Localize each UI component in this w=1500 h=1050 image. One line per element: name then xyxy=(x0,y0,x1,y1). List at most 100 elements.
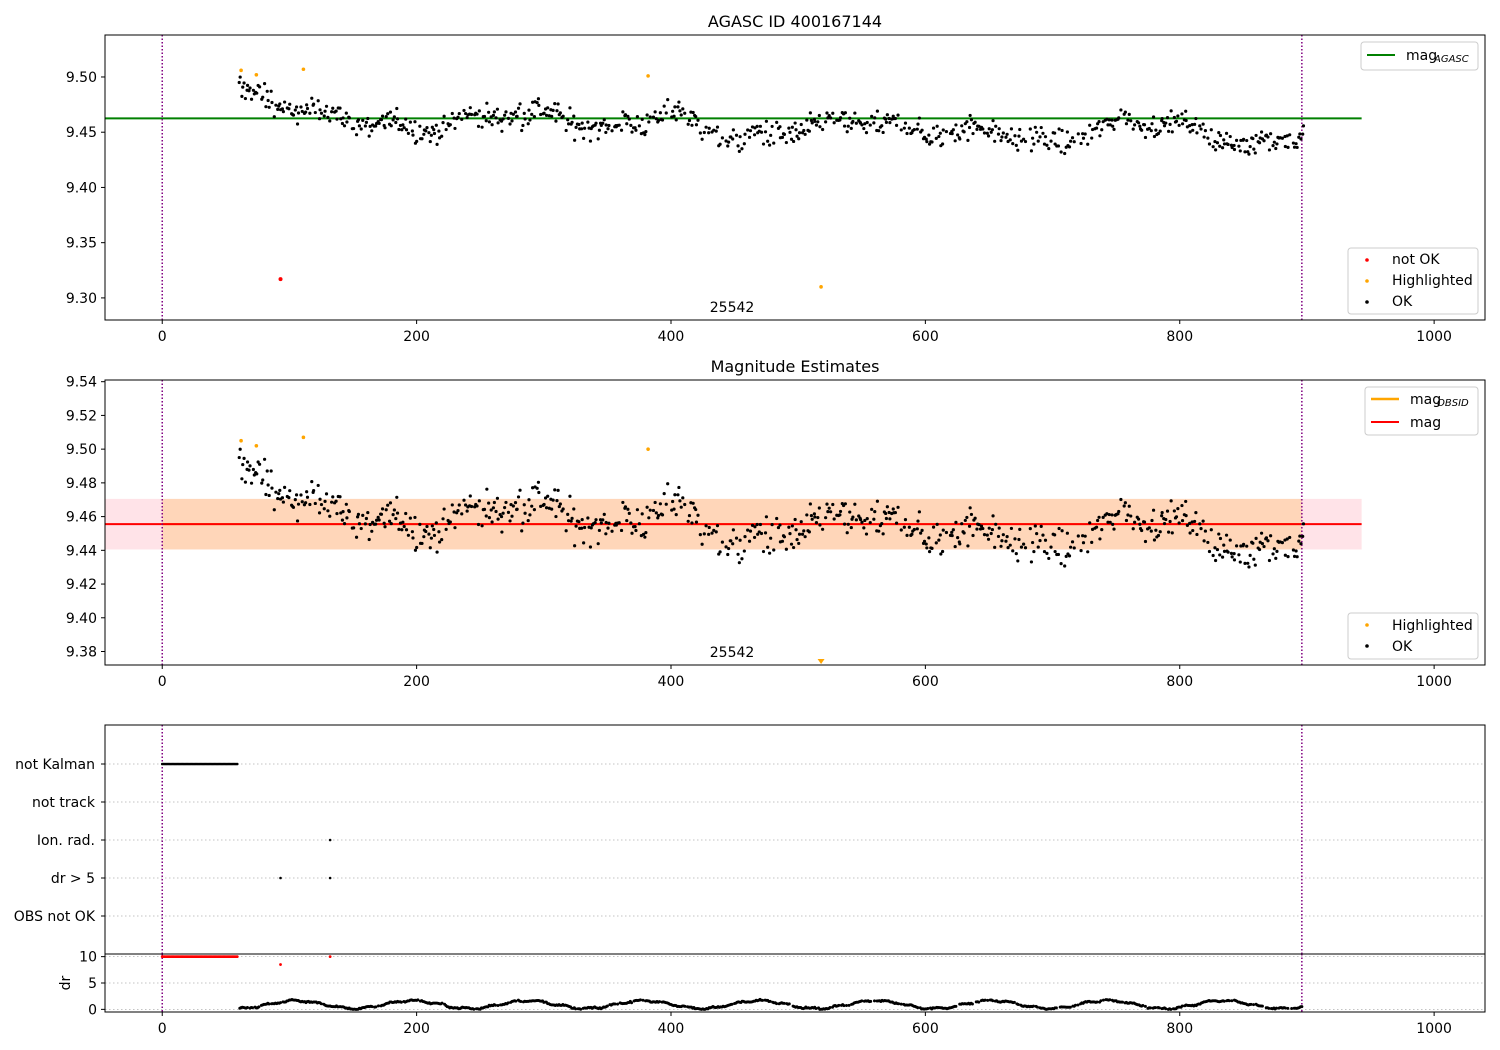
ok-point xyxy=(430,524,434,528)
ok-point xyxy=(1170,130,1174,134)
panel2-title: Magnitude Estimates xyxy=(711,357,880,376)
ok-point xyxy=(1036,545,1040,549)
ok-point xyxy=(1228,538,1232,542)
y-tick-label: 9.54 xyxy=(66,375,97,391)
ok-point xyxy=(1220,146,1225,150)
ok-point xyxy=(1213,139,1217,144)
ok-point xyxy=(1063,564,1067,568)
ok-point xyxy=(927,133,931,137)
ok-point xyxy=(1222,549,1227,553)
ok-point xyxy=(251,467,256,472)
ok-point xyxy=(1059,562,1063,566)
ok-point xyxy=(720,136,725,140)
ok-point xyxy=(258,85,262,89)
ok-point xyxy=(971,131,975,136)
ok-point xyxy=(702,130,706,135)
ok-point xyxy=(429,536,433,540)
ok-point xyxy=(504,110,508,114)
ok-point xyxy=(1285,134,1289,138)
ok-point xyxy=(400,128,404,132)
ok-point xyxy=(950,530,954,534)
ok-point xyxy=(1098,134,1102,138)
ok-point xyxy=(368,124,372,128)
dr-point xyxy=(1222,999,1226,1003)
ok-point xyxy=(1213,558,1218,563)
ok-point xyxy=(331,495,335,499)
ok-point xyxy=(742,549,746,553)
ok-point xyxy=(402,126,406,130)
ok-point xyxy=(395,511,400,515)
ok-point xyxy=(893,116,897,121)
ok-point xyxy=(979,524,984,528)
ok-point xyxy=(736,552,740,556)
ok-point xyxy=(490,520,494,524)
ok-point xyxy=(1143,135,1148,140)
ok-point xyxy=(293,498,297,502)
ok-point xyxy=(383,525,387,529)
ok-point xyxy=(1094,525,1099,529)
y-tick-label: 9.42 xyxy=(66,577,97,593)
ok-point xyxy=(1160,514,1164,518)
dr-point xyxy=(1031,1004,1035,1008)
ok-point xyxy=(588,545,593,549)
ok-point xyxy=(1016,148,1020,152)
ok-point xyxy=(487,516,492,520)
ok-point xyxy=(1259,531,1264,535)
ok-point xyxy=(1129,119,1133,123)
ok-point xyxy=(1033,125,1037,129)
ok-point xyxy=(759,130,764,134)
ok-point xyxy=(535,101,539,105)
ok-point xyxy=(413,515,417,520)
ok-point xyxy=(686,519,690,523)
ok-point xyxy=(1188,124,1192,128)
ok-point xyxy=(1184,499,1188,504)
ok-point xyxy=(1156,131,1161,136)
ok-point xyxy=(651,508,656,513)
ok-point xyxy=(475,504,479,508)
ok-point xyxy=(304,501,308,505)
ok-point xyxy=(1016,559,1020,563)
dr-point xyxy=(842,1004,846,1008)
ok-point xyxy=(291,113,296,117)
ok-point xyxy=(577,122,581,127)
ok-point xyxy=(1230,555,1234,559)
ok-point xyxy=(328,119,332,123)
legend-mag-agasc: mag xyxy=(1406,48,1437,64)
ok-point xyxy=(1106,520,1110,524)
ok-point xyxy=(854,518,858,522)
clipped-low-marker xyxy=(817,659,825,664)
ok-point xyxy=(769,536,773,540)
ok-point xyxy=(1140,128,1144,132)
ok-point xyxy=(1243,150,1247,154)
ok-point xyxy=(437,530,441,534)
ok-point xyxy=(296,111,301,115)
ok-point xyxy=(294,105,299,109)
dr-point xyxy=(787,1002,791,1006)
ok-point xyxy=(1170,531,1174,535)
ok-point xyxy=(1272,547,1276,551)
ok-point xyxy=(935,124,939,128)
ok-point xyxy=(700,137,704,141)
ok-point xyxy=(586,120,590,124)
ok-point xyxy=(951,528,955,532)
ok-point xyxy=(1295,555,1299,559)
dr-point xyxy=(638,998,642,1002)
ok-point xyxy=(354,133,359,137)
ok-point xyxy=(341,116,345,120)
ok-point xyxy=(1298,132,1302,136)
ok-point xyxy=(1090,136,1094,140)
ok-point xyxy=(938,131,942,135)
ok-point xyxy=(763,531,768,535)
dr-point xyxy=(616,1002,620,1006)
ok-point xyxy=(750,125,755,129)
ok-point xyxy=(635,508,639,512)
ok-point xyxy=(826,510,830,514)
ok-point xyxy=(846,522,850,526)
ok-point xyxy=(1162,521,1167,526)
ok-point xyxy=(696,118,700,122)
ok-point xyxy=(1206,540,1210,545)
ok-point xyxy=(683,502,687,507)
highlighted-point xyxy=(646,447,650,451)
ok-point xyxy=(985,131,989,135)
ok-point xyxy=(356,515,360,519)
